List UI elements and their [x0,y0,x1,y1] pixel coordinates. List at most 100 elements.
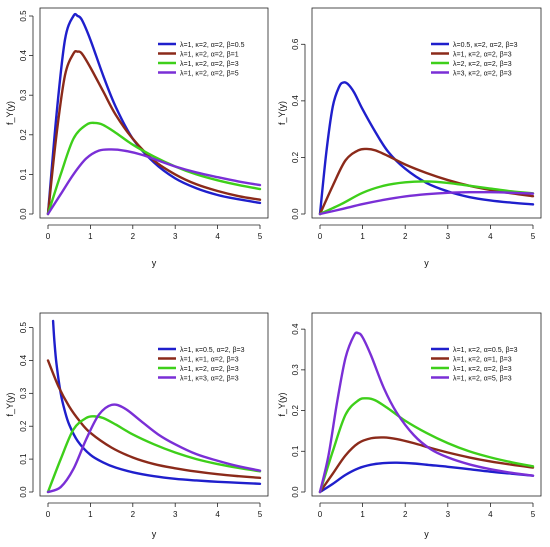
y-tick-label: 0.0 [19,208,28,220]
y-axis: 0.0 0.1 0.2 0.3 0.4 [291,323,306,498]
x-tick-label: 5 [258,510,263,519]
y-tick-label: 0.1 [19,168,28,180]
series-line-1 [318,461,535,494]
y-tick-label: 0.0 [19,486,28,498]
y-tick-label: 0.2 [19,420,28,432]
series-line-3 [46,415,262,494]
x-tick-label: 1 [88,510,93,519]
series-lines [318,81,535,216]
x-tick-label: 4 [488,232,493,241]
y-tick-label: 0.3 [19,89,28,101]
x-tick-label: 0 [46,232,51,241]
legend-label-2: λ=1, κ=2, α=2, β=3 [453,52,512,59]
series-lines [318,331,535,494]
x-tick-label: 2 [131,232,136,241]
series-line-4 [46,403,262,494]
series-lines [46,12,262,216]
series-line-3 [318,397,535,494]
y-tick-label: 0.3 [19,387,28,399]
legend-label-4: λ=1, κ=3, α=2, β=3 [180,376,239,383]
x-tick-label: 5 [258,232,263,241]
legend-label-3: λ=1, κ=2, α=2, β=3 [180,61,239,68]
chart-panel-2: 0 1 2 3 4 5 0.0 0.2 0.4 0.6 y f_Y(y) λ=0.5, κ=2,… [277,7,542,268]
legend-label-1: λ=1, κ=2, α=2, β=0.5 [180,42,245,49]
y-tick-label: 0.4 [291,95,300,107]
chart-panel-3: 0 1 2 3 4 5 0.0 0.1 0.2 0.3 0.4 0.5 y f_Y(y) λ=1, … [5,312,269,539]
legend-label-3: λ=1, κ=2, α=2, β=3 [453,366,512,373]
x-tick-label: 3 [173,510,178,519]
legend: λ=1, κ=0.5, α=2, β=3 λ=1, κ=1, α=2, β=3 λ=… [158,347,245,383]
x-tick-label: 4 [215,510,220,519]
legend-label-4: λ=1, κ=2, α=5, β=3 [453,376,512,383]
series-line-2 [46,359,262,480]
x-axis-label: y [152,258,157,268]
y-tick-label: 0.5 [19,10,28,22]
legend-label-1: λ=1, κ=0.5, α=2, β=3 [180,347,245,354]
x-tick-label: 0 [318,510,323,519]
x-axis-label: y [424,258,429,268]
plot-frame [311,7,542,219]
y-tick-label: 0.0 [291,208,300,220]
series-line-2 [318,436,535,494]
x-tick-label: 2 [131,510,136,519]
y-axis: 0.0 0.2 0.4 0.6 [291,38,306,220]
chart-panel-1: 0 1 2 3 4 5 0.0 0.1 0.2 0.3 0.4 0.5 y f_Y(y) λ=1, … [5,7,269,268]
legend: λ=0.5, κ=2, α=2, β=3 λ=1, κ=2, α=2, β=3 λ=… [431,42,518,78]
plot-frame [311,312,542,497]
legend-label-2: λ=1, κ=1, α=2, β=3 [180,357,239,364]
y-tick-label: 0.1 [19,453,28,465]
y-tick-label: 0.5 [19,321,28,333]
plot-frame [39,312,269,497]
legend-label-1: λ=0.5, κ=2, α=2, β=3 [453,42,518,49]
x-tick-label: 3 [446,510,451,519]
y-axis-label: f_Y(y) [5,392,15,416]
y-tick-label: 0.2 [291,151,300,163]
x-tick-label: 5 [531,232,536,241]
x-tick-label: 4 [488,510,493,519]
legend: λ=1, κ=2, α=0.5, β=3 λ=1, κ=2, α=1, β=3 λ=… [431,347,518,383]
x-tick-label: 2 [403,510,408,519]
y-axis: 0.0 0.1 0.2 0.3 0.4 0.5 [19,10,34,220]
series-line-4 [318,331,535,494]
y-tick-label: 0.6 [291,38,300,50]
y-tick-label: 0.4 [19,49,28,61]
y-tick-label: 0.0 [291,486,300,498]
x-tick-label: 2 [403,232,408,241]
x-tick-label: 4 [215,232,220,241]
x-tick-label: 1 [360,510,365,519]
legend-label-3: λ=1, κ=2, α=2, β=3 [180,366,239,373]
legend-label-4: λ=1, κ=2, α=2, β=5 [180,71,239,78]
y-tick-label: 0.1 [291,445,300,457]
y-tick-label: 0.4 [291,323,300,335]
x-axis-label: y [152,529,157,539]
x-tick-label: 0 [46,510,51,519]
y-tick-label: 0.3 [291,364,300,376]
legend: λ=1, κ=2, α=2, β=0.5 λ=1, κ=2, α=2, β=1 λ=… [158,42,245,78]
x-tick-label: 3 [173,232,178,241]
series-line-3 [318,180,535,216]
series-line-3 [46,121,262,216]
y-tick-label: 0.2 [19,129,28,141]
x-tick-label: 0 [318,232,323,241]
x-tick-label: 5 [531,510,536,519]
x-axis: 0 1 2 3 4 5 [318,224,536,241]
series-line-1 [318,81,535,216]
x-tick-label: 3 [446,232,451,241]
series-line-2 [46,49,262,216]
legend-label-4: λ=3, κ=2, α=2, β=3 [453,71,512,78]
x-axis: 0 1 2 3 4 5 [318,502,536,519]
plot-frame [39,7,269,219]
x-axis: 0 1 2 3 4 5 [46,224,263,241]
legend-label-2: λ=1, κ=2, α=1, β=3 [453,357,512,364]
y-tick-label: 0.4 [19,354,28,366]
y-axis: 0.0 0.1 0.2 0.3 0.4 0.5 [19,321,34,498]
chart-panel-4: 0 1 2 3 4 5 0.0 0.1 0.2 0.3 0.4 y f_Y(y) λ=1, κ=2… [277,312,542,539]
y-axis-label: f_Y(y) [277,392,287,416]
series-line-1 [46,12,262,216]
x-axis: 0 1 2 3 4 5 [46,502,263,519]
x-tick-label: 1 [360,232,365,241]
x-tick-label: 1 [88,232,93,241]
legend-label-2: λ=1, κ=2, α=2, β=1 [180,52,239,59]
series-line-4 [318,190,535,216]
x-axis-label: y [424,529,429,539]
